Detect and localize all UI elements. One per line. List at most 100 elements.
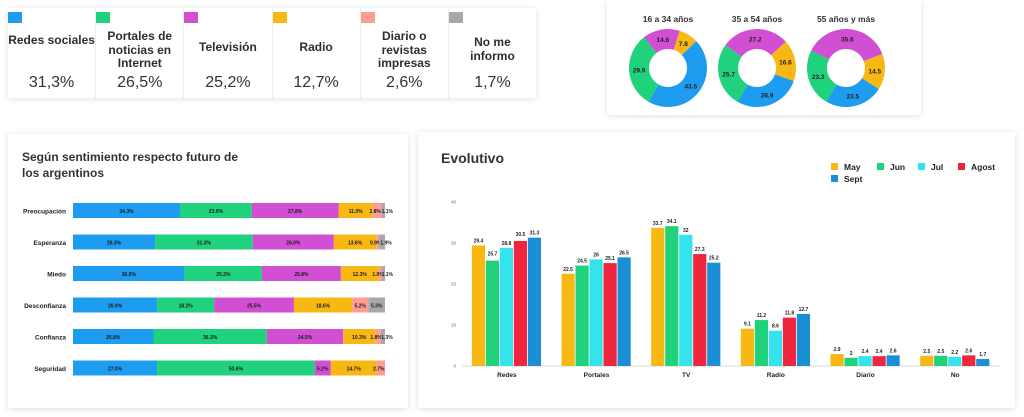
segment-label: 13.6% xyxy=(348,240,363,246)
stacked-segment xyxy=(252,234,334,250)
stacked-segment xyxy=(333,234,377,250)
y-tick-label: 20 xyxy=(451,282,457,287)
nome-swatch xyxy=(448,12,463,23)
bar-value-label: 9.1 xyxy=(744,322,751,328)
bar-value-label: 25.1 xyxy=(605,256,615,262)
legend-label: Agost xyxy=(971,162,995,172)
source-label: Televisión xyxy=(199,40,257,54)
segment-label: 5.3% xyxy=(371,303,383,309)
segment-label: 27.8% xyxy=(288,209,303,215)
stacked-segment xyxy=(184,266,262,281)
source-nome: No me informo 1,7% xyxy=(448,8,536,98)
segment-label: 5.2% xyxy=(355,303,367,309)
donut-slice xyxy=(737,74,794,107)
category-label: Miedo xyxy=(47,272,66,279)
evolutivo-bar xyxy=(513,240,528,366)
source-label: No me informo xyxy=(470,35,515,63)
evolutivo-bar xyxy=(575,265,589,366)
evolutivo-bar xyxy=(796,313,811,366)
evolutivo-bar xyxy=(934,355,948,366)
bar-value-label: 33.7 xyxy=(653,221,663,227)
source-pct: 31,3% xyxy=(28,74,75,91)
redes-swatch xyxy=(8,12,22,23)
source-label: Radio xyxy=(299,40,333,54)
legend-label: Jun xyxy=(890,162,905,172)
diario-swatch xyxy=(360,12,375,23)
segment-label: 25.5% xyxy=(247,303,262,309)
sentiment-stacked-chart: Preocupación 34.3% 23.0% 27.8% 11.0% 2.8% 1.1%… xyxy=(23,203,394,376)
bar-value-label: 2.6 xyxy=(890,348,897,354)
stacked-segment xyxy=(73,203,181,218)
bar-value-label: 25.7 xyxy=(488,252,498,258)
source-pct: 25,2% xyxy=(205,74,251,91)
stacked-segment xyxy=(338,203,373,218)
segment-label: 1.0% xyxy=(372,272,384,278)
evolutivo-bar xyxy=(872,356,886,366)
donut-label: 23.3 xyxy=(812,74,825,81)
evolutivo-bar xyxy=(665,226,679,366)
segment-label: 27.0% xyxy=(108,366,123,372)
stacked-segment xyxy=(376,360,385,376)
stacked-segment xyxy=(368,297,385,313)
bar-value-label: 2.2 xyxy=(951,350,958,356)
stacked-segment xyxy=(73,266,185,281)
stacked-segment xyxy=(266,329,344,344)
y-tick-label: 0 xyxy=(453,364,456,369)
donut-label: 16.6 xyxy=(779,60,792,67)
stacked-segment xyxy=(153,329,267,344)
donut-label: 43.5 xyxy=(684,83,697,90)
category-label: Esperanza xyxy=(33,240,66,247)
donut-title: 35 a 54 años xyxy=(732,14,783,24)
category-label: Confianza xyxy=(35,335,66,342)
evolutivo-bar xyxy=(782,317,797,366)
source-radio: Radio 12,7% xyxy=(272,8,361,98)
tv-swatch xyxy=(184,12,199,23)
evolutivo-bar xyxy=(693,254,707,366)
segment-label: 25.2% xyxy=(216,272,231,278)
category-label: Desconfianza xyxy=(24,303,66,310)
source-tv: Televisión 25,2% xyxy=(184,8,273,98)
stacked-segment xyxy=(352,297,369,313)
donut-slice xyxy=(861,53,885,90)
bar-value-label: 12.7 xyxy=(799,307,809,313)
bar-value-label: 32 xyxy=(683,228,689,234)
segment-label: 26.0% xyxy=(286,240,301,246)
y-tick-label: 30 xyxy=(451,241,457,246)
donut-label: 14.5 xyxy=(869,68,882,75)
segment-label: 1.9% xyxy=(380,240,392,246)
age-donuts-card: 16 a 34 años 43.5 7.8 14.6 29.9 35 a 54 años 2… xyxy=(607,0,921,115)
source-pct: 1,7% xyxy=(474,74,511,91)
x-tick-label: No xyxy=(951,372,960,379)
stacked-segment xyxy=(372,203,382,218)
stacked-segment xyxy=(379,234,385,250)
donut-slice xyxy=(826,78,879,107)
x-tick-label: Redes xyxy=(497,372,517,379)
stacked-segment xyxy=(157,360,315,376)
legend-label: May xyxy=(844,162,861,172)
bar-value-label: 2.9 xyxy=(834,347,841,353)
segment-label: 1.1% xyxy=(382,272,394,278)
donut-slice xyxy=(673,30,697,55)
stacked-segment xyxy=(375,329,381,344)
source-portales: Portales de noticias en Internet 26,5% xyxy=(96,8,185,98)
segment-label: 50.6% xyxy=(229,366,244,372)
evolutivo-bar xyxy=(499,247,514,366)
donut-slice xyxy=(648,41,707,108)
legend-label: Sept xyxy=(844,174,863,184)
bar-value-label: 25.2 xyxy=(709,256,719,262)
bar-value-label: 22.5 xyxy=(563,267,573,273)
segment-label: 12.3% xyxy=(353,272,368,278)
segment-label: 10.3% xyxy=(352,335,367,341)
stacked-segment xyxy=(293,297,353,313)
evolutivo-bar xyxy=(920,355,934,366)
bar-value-label: 2.5 xyxy=(937,349,944,355)
segment-label: 26.9% xyxy=(108,303,123,309)
evolutivo-bar xyxy=(830,354,844,366)
segment-label: 36.5% xyxy=(122,272,137,278)
segment-label: 25.8% xyxy=(294,272,309,278)
legend-swatch xyxy=(877,163,884,170)
stacked-segment xyxy=(381,266,385,281)
segment-label: 26.3% xyxy=(107,240,122,246)
portales-swatch xyxy=(96,12,111,23)
segment-label: 18.6% xyxy=(316,303,331,309)
